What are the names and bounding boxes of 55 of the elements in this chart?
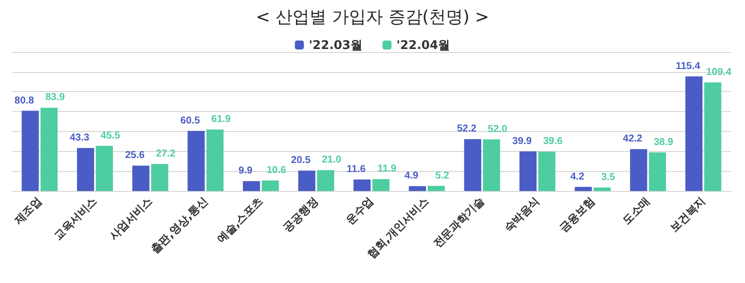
bar [22, 110, 39, 191]
data-label: 5.2 [435, 170, 450, 182]
data-label: 42.2 [622, 134, 643, 145]
bar [704, 82, 722, 191]
data-label: 11.9 [377, 164, 397, 175]
bar [40, 108, 58, 191]
bar [372, 179, 390, 191]
bar [482, 139, 500, 191]
legend-label: '22.04월 [396, 38, 450, 52]
bar [96, 146, 113, 191]
bar [408, 186, 426, 191]
data-label: 25.6 [125, 150, 146, 162]
data-label: 21.0 [322, 154, 342, 166]
bar [574, 186, 592, 191]
data-label: 11.6 [346, 164, 366, 175]
bar [685, 76, 702, 191]
data-label: 52.0 [488, 124, 508, 135]
data-label: 4.9 [404, 170, 419, 182]
bar [354, 179, 371, 191]
bar [594, 188, 611, 191]
data-label: 27.2 [156, 148, 176, 160]
data-label: 115.4 [676, 60, 701, 72]
data-label: 43.3 [70, 132, 90, 144]
bar [519, 151, 537, 191]
data-label: 10.6 [266, 164, 286, 176]
bar [538, 152, 556, 191]
bar [630, 149, 648, 191]
data-label: 38.9 [654, 136, 674, 148]
data-label: 60.5 [180, 115, 200, 126]
bar [76, 148, 94, 191]
bar [428, 186, 445, 191]
bar [298, 170, 316, 191]
legend-label: '22.03월 [308, 38, 363, 52]
data-label: 80.8 [14, 95, 34, 106]
data-label: 39.6 [543, 136, 564, 148]
bar [648, 152, 666, 191]
bar [242, 181, 260, 191]
data-label: 109.4 [706, 66, 732, 78]
data-label: 61.9 [211, 114, 232, 126]
data-label: 45.5 [100, 130, 121, 142]
data-label: 9.9 [238, 166, 253, 177]
data-label: 83.9 [45, 92, 66, 104]
bar [188, 130, 205, 191]
data-label: 39.9 [512, 136, 532, 147]
data-label: 3.5 [601, 172, 616, 184]
data-label: 20.5 [291, 155, 311, 166]
data-label: 4.2 [570, 171, 585, 182]
bar [464, 139, 482, 191]
chart-title: < 산업별 가입자 증감(천명) > [256, 8, 490, 28]
data-label: 52.2 [456, 124, 477, 135]
bar [317, 170, 334, 191]
bar [151, 164, 168, 191]
bar [262, 180, 279, 191]
bar [206, 130, 224, 191]
bar [132, 166, 150, 191]
